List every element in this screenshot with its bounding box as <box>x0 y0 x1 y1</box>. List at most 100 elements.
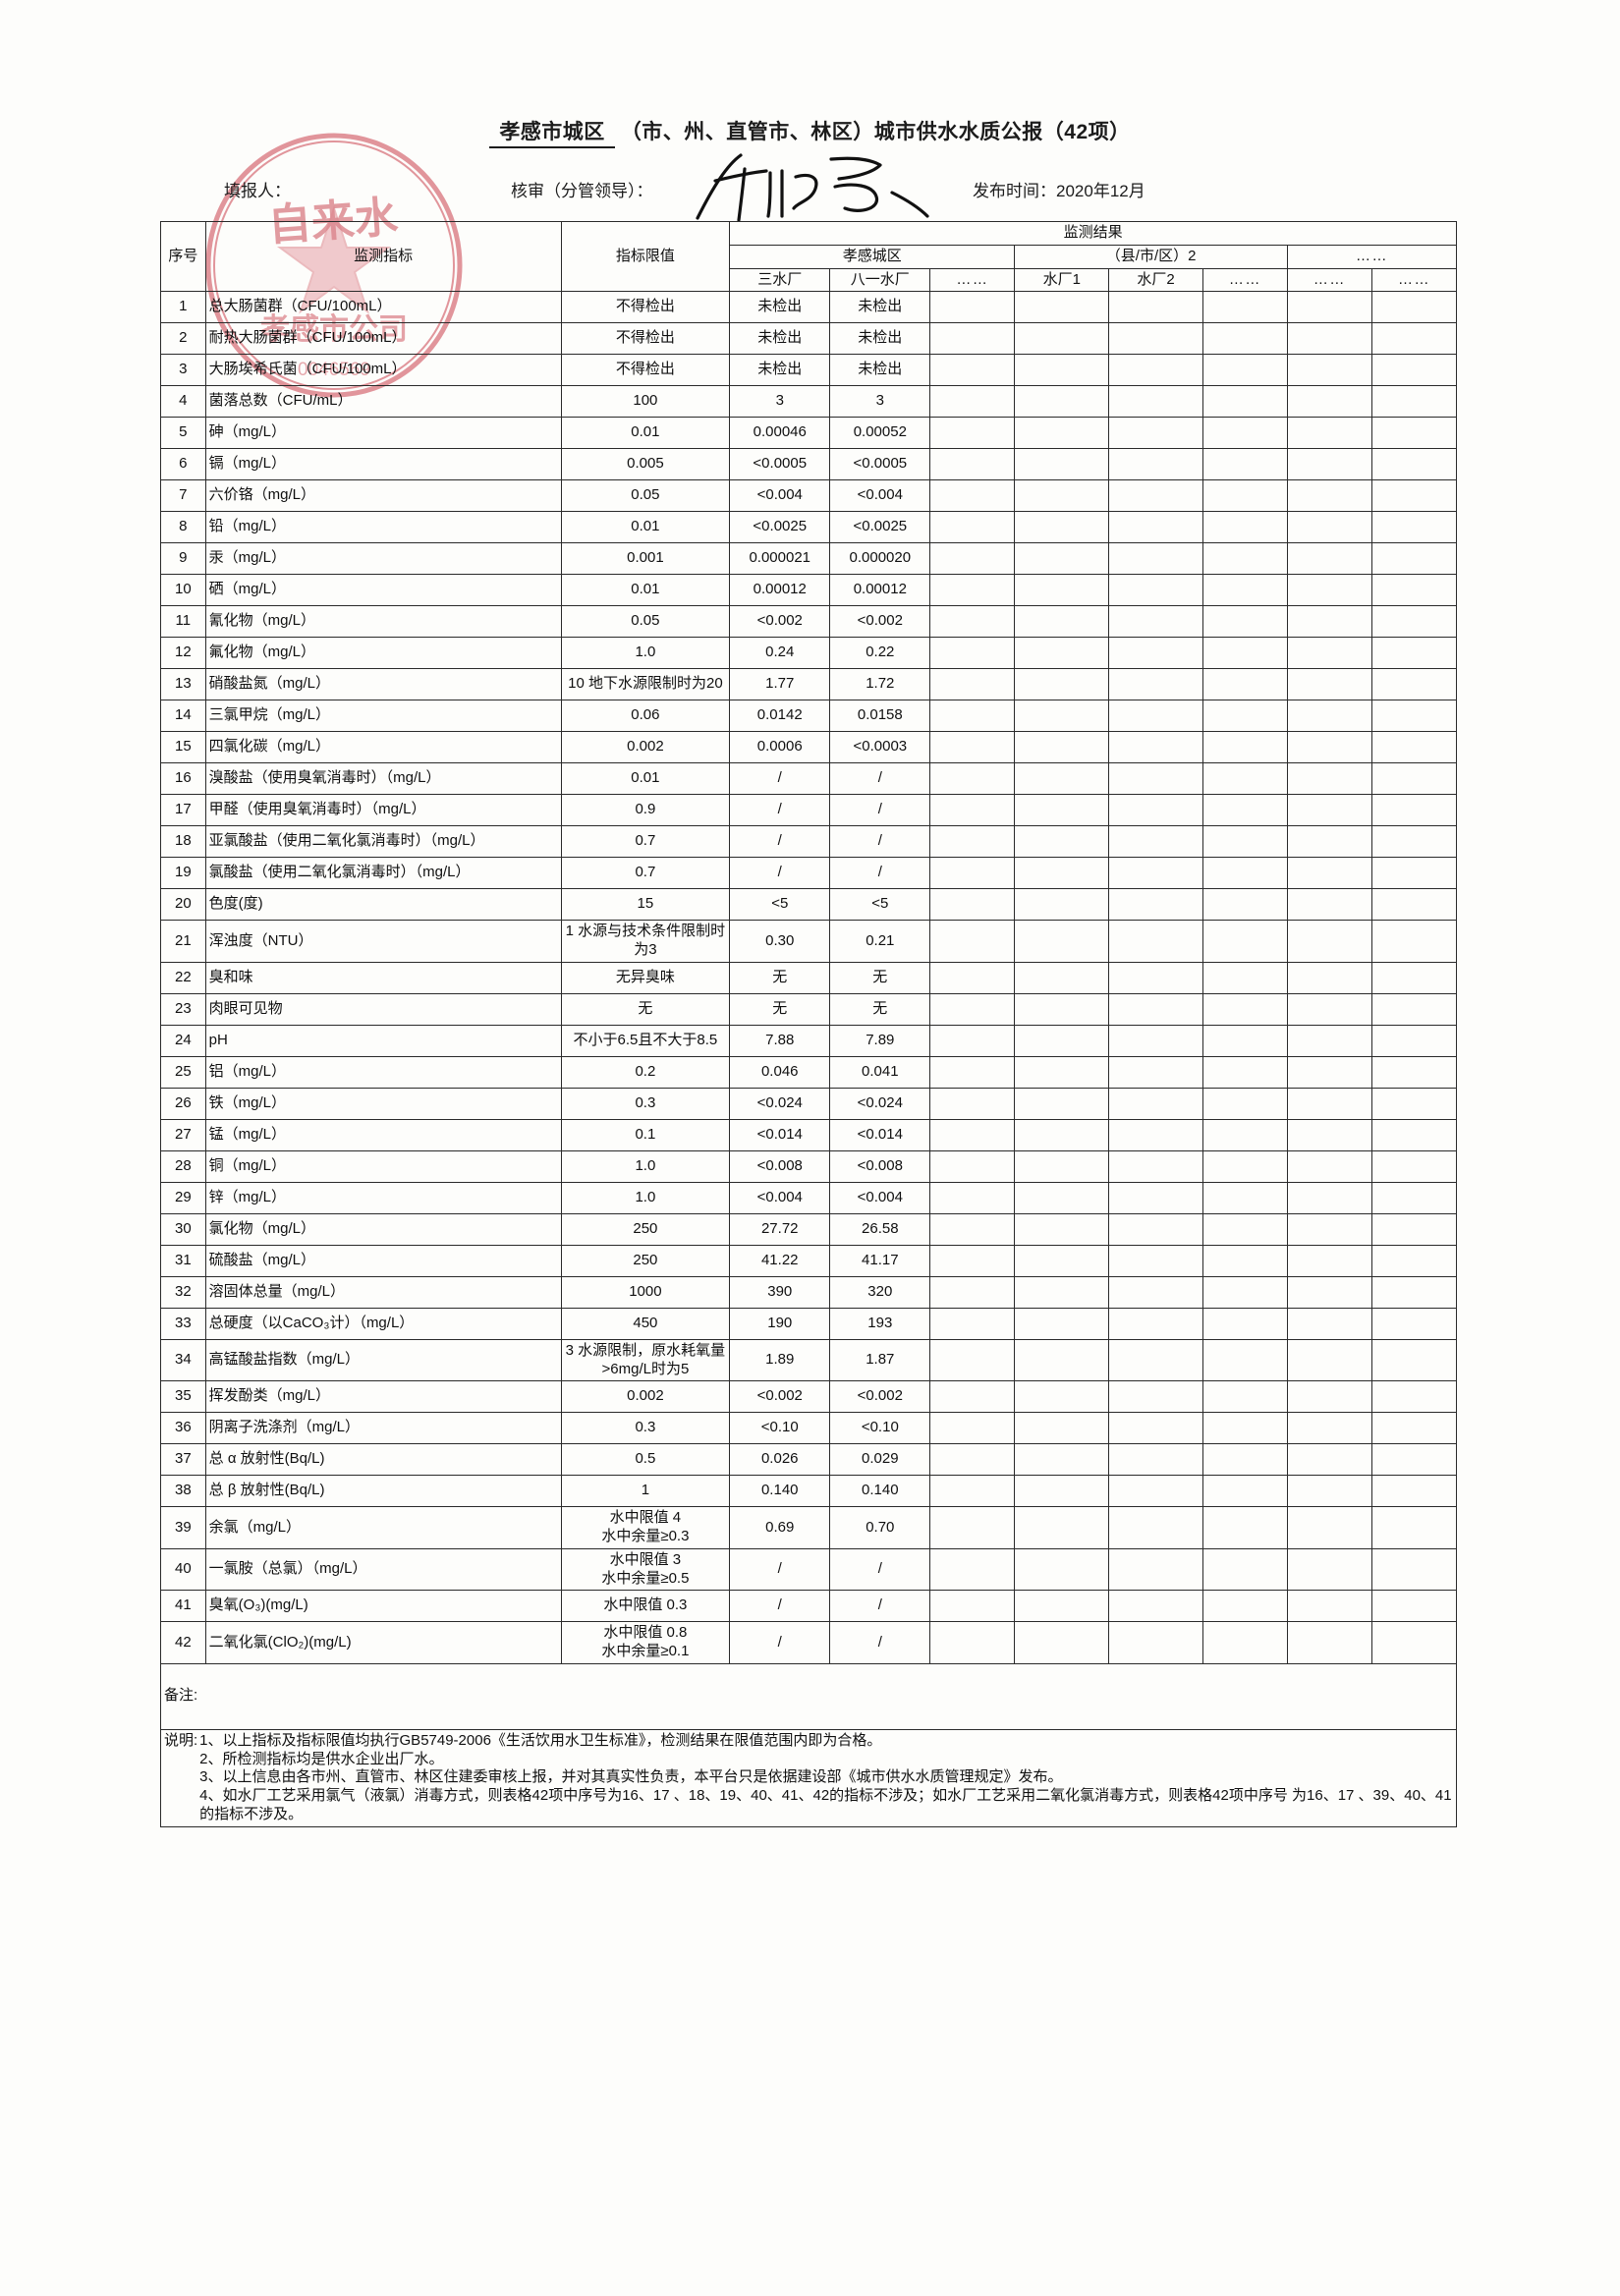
cell-value-sanshuichang: <0.004 <box>729 1181 831 1214</box>
cell-value-plant1 <box>1014 888 1110 922</box>
cell-value-g2-ellipsis <box>1201 857 1288 890</box>
cell-value-plant1 <box>1014 668 1110 701</box>
cell-value-g3-b <box>1370 1212 1458 1246</box>
cell-index: 11 <box>160 605 206 639</box>
cell-indicator: 一氯胺（总氯）（mg/L） <box>204 1547 562 1592</box>
cell-index: 37 <box>160 1443 206 1477</box>
cell-limit: 0.01 <box>560 511 731 544</box>
cell-value-plant2 <box>1108 992 1203 1026</box>
cell-value-sanshuichang: <0.008 <box>729 1149 831 1183</box>
cell-value-plant2 <box>1108 1149 1203 1183</box>
cell-value-plant1 <box>1014 992 1110 1026</box>
subcol-header-g2-ellipsis: …… <box>1201 267 1288 293</box>
cell-value-g2-ellipsis <box>1201 961 1288 994</box>
cell-index: 39 <box>160 1506 206 1549</box>
table-row: 19 氯酸盐（使用二氧化氯消毒时）（mg/L） 0.7// <box>160 857 1458 890</box>
cell-limit: 3 水源限制，原水耗氧量>6mg/L时为5 <box>560 1338 731 1382</box>
cell-value-plant1 <box>1014 322 1110 356</box>
col-header-limit: 指标限值 <box>560 220 731 293</box>
cell-value-plant1 <box>1014 857 1110 890</box>
cell-value-g2-ellipsis <box>1201 731 1288 764</box>
cell-value-g3-a <box>1286 1244 1372 1277</box>
group-header-county2: （县/市/区）2 <box>1014 244 1288 269</box>
notes-cell: 说明: 1、以上指标及指标限值均执行GB5749-2006《生活饮用水卫生标准》… <box>160 1728 1457 1827</box>
cell-limit: 250 <box>560 1244 731 1277</box>
cell-limit: 0.05 <box>560 605 731 639</box>
table-row: 40 一氯胺（总氯）（mg/L） 水中限值 3 水中余量≥0.5// <box>160 1547 1458 1592</box>
cell-value-g2-ellipsis <box>1201 1590 1288 1623</box>
cell-value-plant1 <box>1014 1443 1110 1477</box>
cell-indicator: 溶固体总量（mg/L） <box>204 1275 562 1309</box>
cell-index: 1 <box>160 291 206 324</box>
cell-value-g1-ellipsis <box>929 542 1016 576</box>
cell-value-g1-ellipsis <box>929 1307 1016 1340</box>
cell-value-bayishuichang: 0.00012 <box>829 574 931 607</box>
cell-value-g2-ellipsis <box>1201 825 1288 859</box>
cell-limit: 不得检出 <box>560 322 731 356</box>
cell-value-plant2 <box>1108 1181 1203 1214</box>
cell-value-plant1 <box>1014 731 1110 764</box>
subcol-header-plant2: 水厂2 <box>1108 267 1203 293</box>
cell-value-g1-ellipsis <box>929 1087 1016 1120</box>
cell-value-g1-ellipsis <box>929 479 1016 513</box>
cell-value-sanshuichang: 0.24 <box>729 637 831 670</box>
cell-value-bayishuichang: <0.002 <box>829 605 931 639</box>
cell-value-g3-a <box>1286 1181 1372 1214</box>
cell-value-bayishuichang: <5 <box>829 888 931 922</box>
cell-limit: 0.005 <box>560 448 731 481</box>
cell-index: 8 <box>160 511 206 544</box>
cell-limit: 水中限值 3 水中余量≥0.5 <box>560 1547 731 1592</box>
cell-value-bayishuichang: / <box>829 794 931 827</box>
cell-value-plant2 <box>1108 1380 1203 1414</box>
cell-value-g2-ellipsis <box>1201 322 1288 356</box>
cell-value-g3-a <box>1286 668 1372 701</box>
cell-value-g1-ellipsis <box>929 605 1016 639</box>
subcol-header-g1-ellipsis: …… <box>929 267 1016 293</box>
cell-value-bayishuichang: 未检出 <box>829 322 931 356</box>
table-row: 14 三氯甲烷（mg/L） 0.06 0.0142 0.0158 <box>160 700 1458 733</box>
cell-limit: 0.2 <box>560 1055 731 1089</box>
cell-indicator: 菌落总数（CFU/mL） <box>204 385 562 419</box>
cell-value-plant2 <box>1108 605 1203 639</box>
publish-label: 发布时间： <box>973 182 1056 200</box>
cell-value-g1-ellipsis <box>929 291 1016 324</box>
cell-value-g3-a <box>1286 1338 1372 1382</box>
cell-value-plant2 <box>1108 1024 1203 1057</box>
cell-value-plant2 <box>1108 1307 1203 1340</box>
cell-value-plant2 <box>1108 1590 1203 1623</box>
cell-value-g3-a <box>1286 354 1372 387</box>
table-row: 6 镉（mg/L） 0.005 <0.0005 <0.0005 <box>160 448 1458 481</box>
cell-value-g3-b <box>1370 1412 1458 1445</box>
cell-indicator: 镉（mg/L） <box>204 448 562 481</box>
cell-value-g1-ellipsis <box>929 668 1016 701</box>
notes-label: 说明: <box>164 1731 198 1749</box>
cell-value-sanshuichang: 0.00012 <box>729 574 831 607</box>
cell-value-plant2 <box>1108 291 1203 324</box>
cell-value-bayishuichang: 0.0158 <box>829 700 931 733</box>
cell-value-plant1 <box>1014 1149 1110 1183</box>
cell-value-g3-b <box>1370 1621 1458 1664</box>
cell-limit: 0.9 <box>560 794 731 827</box>
cell-value-g1-ellipsis <box>929 794 1016 827</box>
cell-value-sanshuichang: / <box>729 794 831 827</box>
cell-value-plant2 <box>1108 1443 1203 1477</box>
cell-value-plant2 <box>1108 1212 1203 1246</box>
cell-value-g3-a <box>1286 322 1372 356</box>
cell-value-bayishuichang: / <box>829 857 931 890</box>
cell-index: 42 <box>160 1621 206 1664</box>
table-row: 29 锌（mg/L） 1.0 <0.004 <0.004 <box>160 1181 1458 1214</box>
cell-value-g2-ellipsis <box>1201 637 1288 670</box>
cell-value-g3-b <box>1370 731 1458 764</box>
cell-value-g3-a <box>1286 479 1372 513</box>
cell-value-g3-b <box>1370 920 1458 963</box>
cell-value-sanshuichang: <0.0005 <box>729 448 831 481</box>
table-row: 20 色度(度) 15 <5 <5 <box>160 888 1458 922</box>
cell-index: 12 <box>160 637 206 670</box>
table-row: 17 甲醛（使用臭氧消毒时）（mg/L） 0.9// <box>160 794 1458 827</box>
cell-value-g1-ellipsis <box>929 1338 1016 1382</box>
cell-limit: 0.05 <box>560 479 731 513</box>
table-row: 18 亚氯酸盐（使用二氧化氯消毒时）（mg/L） 0.7// <box>160 825 1458 859</box>
cell-indicator: 硫酸盐（mg/L） <box>204 1244 562 1277</box>
table-row: 32 溶固体总量（mg/L） 1000 390 320 <box>160 1275 1458 1309</box>
table-row: 26 铁（mg/L） 0.3 <0.024 <0.024 <box>160 1087 1458 1120</box>
